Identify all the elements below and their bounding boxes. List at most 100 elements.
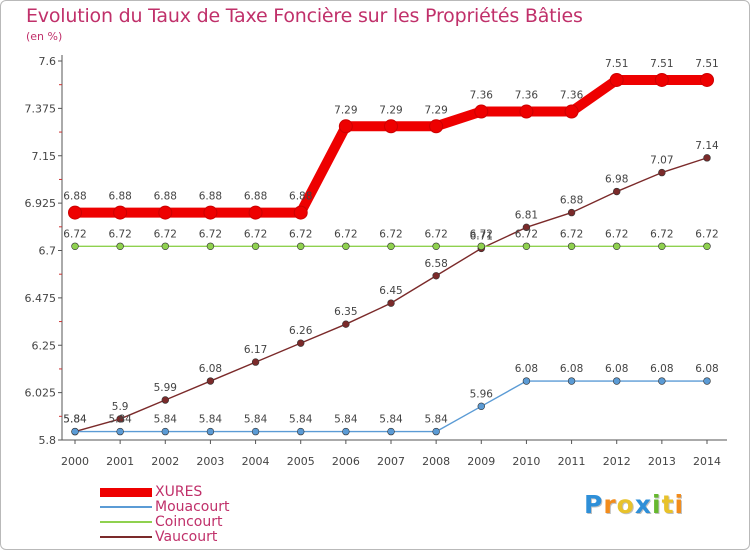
data-label: 7.07 [650, 155, 673, 167]
data-point [297, 427, 305, 436]
data-label: 7.29 [334, 104, 357, 116]
x-tick-label: 2003 [196, 455, 224, 468]
data-point [703, 242, 711, 250]
data-label: 5.84 [334, 414, 358, 426]
data-point [613, 242, 621, 250]
y-tick-label: 6.7 [39, 245, 57, 258]
data-label: 6.72 [63, 228, 86, 240]
data-point [71, 427, 79, 436]
data-point [342, 320, 350, 328]
data-point [387, 299, 395, 307]
logo-letter: o [616, 490, 635, 519]
x-tick-label: 2005 [287, 455, 315, 468]
data-label: 7.36 [515, 90, 539, 102]
data-label: 7.36 [560, 90, 584, 102]
logo-letter: i [652, 490, 662, 519]
data-label: 6.72 [560, 228, 583, 240]
data-label: 7.51 [605, 58, 628, 70]
data-point [429, 119, 444, 134]
legend-label: XURES [155, 484, 203, 500]
legend-label: Coincourt [155, 514, 223, 530]
x-tick-label: 2011 [558, 455, 586, 468]
data-label: 6.98 [605, 174, 628, 186]
data-label: 6.81 [515, 209, 538, 221]
data-label: 6.72 [334, 228, 357, 240]
data-point [248, 205, 263, 220]
data-label: 6.72 [650, 228, 673, 240]
legend-swatch [100, 487, 152, 497]
data-label: 6.88 [560, 195, 583, 207]
data-point [387, 242, 395, 250]
data-label: 6.71 [470, 230, 493, 242]
x-tick-label: 2010 [512, 455, 540, 468]
data-point [338, 119, 353, 134]
data-label: 5.84 [63, 414, 87, 426]
y-tick-label: 6.475 [25, 292, 57, 305]
data-point [203, 205, 218, 220]
x-tick-label: 2006 [332, 455, 360, 468]
data-point [432, 272, 440, 280]
data-point [567, 242, 576, 250]
legend-swatch [100, 506, 152, 508]
data-point [206, 242, 215, 250]
data-label: 6.88 [154, 191, 177, 203]
data-point [251, 358, 260, 366]
data-label: 5.84 [424, 414, 448, 426]
data-point [116, 427, 124, 436]
y-tick-label: 7.6 [39, 55, 57, 68]
data-point [432, 242, 440, 250]
data-point [158, 205, 173, 220]
data-point [564, 104, 579, 119]
data-label: 6.08 [605, 363, 628, 375]
data-label: 6.72 [289, 228, 312, 240]
x-tick-label: 2013 [648, 455, 676, 468]
x-tick-label: 2002 [151, 455, 179, 468]
logo-letter: r [603, 490, 617, 519]
data-point [297, 242, 305, 250]
data-point [658, 168, 666, 177]
data-label: 7.29 [424, 104, 447, 116]
data-point [432, 427, 440, 436]
data-label: 6.17 [244, 344, 267, 356]
data-label: 7.36 [470, 90, 494, 102]
y-tick-label: 7.15 [32, 150, 57, 163]
data-label: 6.88 [244, 191, 267, 203]
data-label: 6.08 [515, 363, 538, 375]
y-tick-label: 6.25 [32, 339, 57, 352]
data-label: 6.72 [605, 228, 628, 240]
data-label: 6.72 [154, 228, 177, 240]
logo-letter: t [661, 490, 675, 519]
data-point [161, 396, 169, 404]
series-xures: 6.88 6.88 6.88 6.88 6.88 6.88 7.29 7.29 7.29 7.36… [63, 58, 719, 220]
data-label: 5.99 [154, 382, 177, 394]
data-label: 6.88 [289, 191, 312, 203]
series-mouacourt: 5.84 5.84 5.84 5.84 5.84 5.84 5.84 5.84 5.845.96… [63, 363, 719, 436]
x-tick-label: 2008 [422, 455, 450, 468]
data-label: 6.88 [63, 191, 86, 203]
data-label: 5.84 [63, 414, 87, 426]
data-label: 5.9 [112, 401, 129, 413]
data-label: 6.72 [108, 228, 131, 240]
data-label: 6.45 [379, 285, 402, 297]
x-tick-label: 2009 [467, 455, 495, 468]
data-point [519, 104, 534, 119]
data-point [522, 242, 531, 250]
data-point [297, 339, 305, 347]
data-point [703, 154, 711, 162]
data-point [567, 208, 576, 217]
data-label: 6.72 [695, 228, 718, 240]
data-point [703, 377, 711, 385]
data-point [116, 415, 124, 423]
data-label: 7.29 [379, 104, 402, 116]
data-point [387, 427, 395, 436]
legend-swatch [100, 536, 152, 538]
data-label: 6.08 [695, 363, 718, 375]
data-label: 6.72 [424, 228, 447, 240]
data-point [206, 427, 215, 436]
data-point [567, 377, 576, 385]
y-tick-label: 7.375 [25, 102, 57, 115]
data-point [613, 377, 621, 385]
data-point [384, 119, 398, 134]
